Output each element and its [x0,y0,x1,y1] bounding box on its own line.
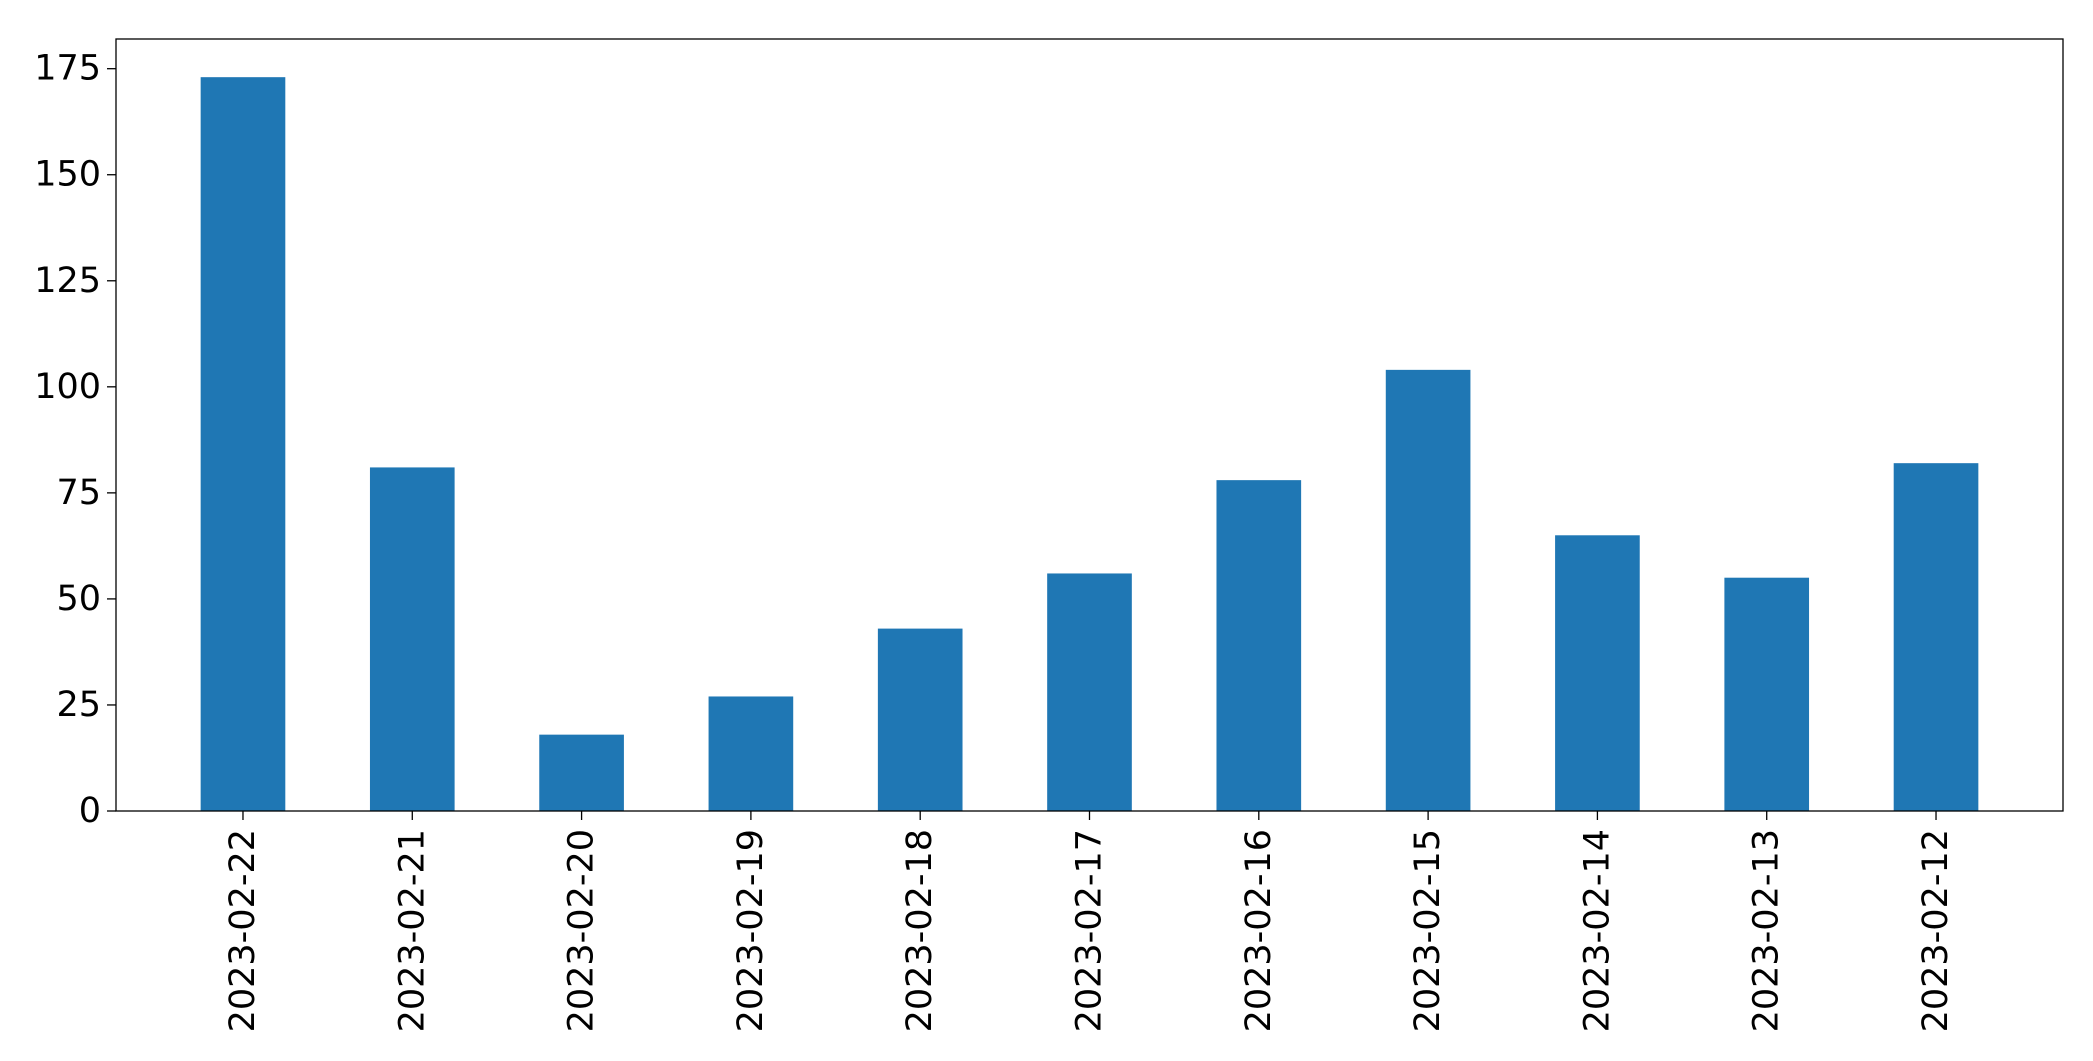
x-tick-label: 2023-02-19 [731,829,771,1032]
x-tick-label: 2023-02-13 [1747,829,1787,1032]
bar-2023-02-19 [708,696,794,811]
bar-2023-02-20 [539,734,624,811]
x-tick-label: 2023-02-12 [1916,829,1956,1032]
x-tick-label: 2023-02-18 [900,829,940,1032]
y-tick-label: 50 [56,579,101,619]
y-tick-label: 125 [34,261,101,301]
y-tick-label: 150 [34,155,101,195]
bar-2023-02-12 [1893,463,1979,811]
y-tick-label: 0 [79,791,101,831]
bar-2023-02-13 [1724,577,1810,811]
bar-2023-02-22 [200,77,286,811]
plot-frame [115,38,2064,812]
y-tick-label: 175 [34,49,101,89]
y-tick-label: 100 [34,367,101,407]
bar-2023-02-14 [1555,535,1640,811]
x-tick-label: 2023-02-14 [1577,829,1617,1032]
x-tick-label: 2023-02-20 [562,829,602,1032]
x-tick-label: 2023-02-22 [223,829,263,1032]
bar-2023-02-15 [1385,369,1471,811]
bar-2023-02-17 [1047,573,1132,811]
bar-2023-02-21 [369,467,455,811]
x-tick-label: 2023-02-16 [1239,829,1279,1032]
bar-2023-02-16 [1216,480,1302,811]
x-tick-label: 2023-02-17 [1070,829,1110,1032]
y-tick-label: 25 [56,685,101,725]
bar-2023-02-18 [877,628,963,811]
x-tick-label: 2023-02-21 [392,829,432,1032]
x-axis: 2023-02-22 2023-02-21 2023-02-20 2023-02-19… [223,811,1956,1032]
y-axis: 0 25 50 75 100 125 150 175 [34,49,116,831]
bars-group [200,77,1979,811]
x-tick-label: 2023-02-15 [1408,829,1448,1032]
y-tick-label: 75 [56,473,101,513]
